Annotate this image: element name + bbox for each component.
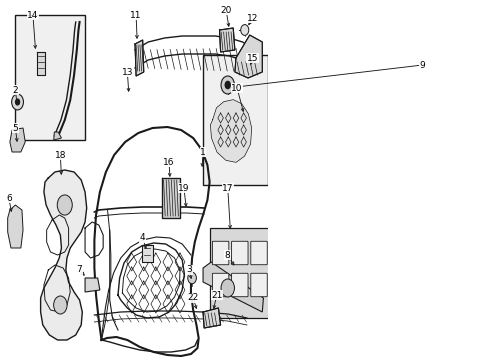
Circle shape [187, 272, 196, 284]
Text: 12: 12 [246, 14, 258, 23]
Text: 20: 20 [220, 5, 231, 14]
Polygon shape [54, 132, 61, 140]
Text: 16: 16 [163, 158, 174, 166]
FancyBboxPatch shape [231, 273, 247, 297]
Circle shape [12, 94, 23, 110]
Text: 21: 21 [211, 291, 222, 300]
FancyBboxPatch shape [209, 228, 268, 318]
Polygon shape [219, 28, 234, 52]
Text: 6: 6 [6, 194, 12, 202]
Circle shape [15, 98, 20, 105]
Polygon shape [85, 278, 100, 292]
Text: 5: 5 [13, 123, 18, 132]
Text: 15: 15 [246, 54, 258, 63]
Text: 17: 17 [222, 184, 233, 193]
Polygon shape [142, 245, 152, 262]
Polygon shape [10, 128, 25, 152]
Text: 3: 3 [186, 266, 192, 275]
Polygon shape [234, 35, 262, 78]
Circle shape [57, 195, 72, 215]
Polygon shape [162, 178, 180, 218]
Polygon shape [8, 205, 23, 248]
Text: 18: 18 [55, 150, 66, 159]
Text: 9: 9 [419, 60, 425, 69]
FancyBboxPatch shape [250, 241, 267, 265]
FancyBboxPatch shape [212, 241, 228, 265]
Text: 10: 10 [231, 84, 243, 93]
Circle shape [221, 279, 234, 297]
FancyBboxPatch shape [250, 273, 267, 297]
Text: 2: 2 [13, 86, 18, 95]
Polygon shape [203, 308, 220, 328]
Polygon shape [210, 100, 251, 162]
FancyBboxPatch shape [231, 241, 247, 265]
Text: 4: 4 [140, 234, 145, 243]
FancyBboxPatch shape [203, 55, 267, 185]
Text: 8: 8 [224, 251, 230, 260]
Text: 13: 13 [122, 68, 133, 77]
Circle shape [54, 296, 67, 314]
Polygon shape [203, 262, 263, 312]
Circle shape [240, 24, 248, 35]
FancyBboxPatch shape [15, 15, 85, 140]
Text: 7: 7 [77, 266, 82, 275]
Circle shape [221, 76, 234, 94]
Text: 1: 1 [200, 148, 205, 157]
FancyBboxPatch shape [212, 273, 228, 297]
Polygon shape [135, 40, 143, 76]
Text: 19: 19 [178, 184, 189, 193]
Polygon shape [37, 52, 45, 75]
Polygon shape [41, 170, 86, 340]
Circle shape [224, 81, 230, 89]
Text: 11: 11 [130, 10, 142, 19]
Text: 22: 22 [187, 293, 199, 302]
Text: 14: 14 [27, 10, 39, 19]
